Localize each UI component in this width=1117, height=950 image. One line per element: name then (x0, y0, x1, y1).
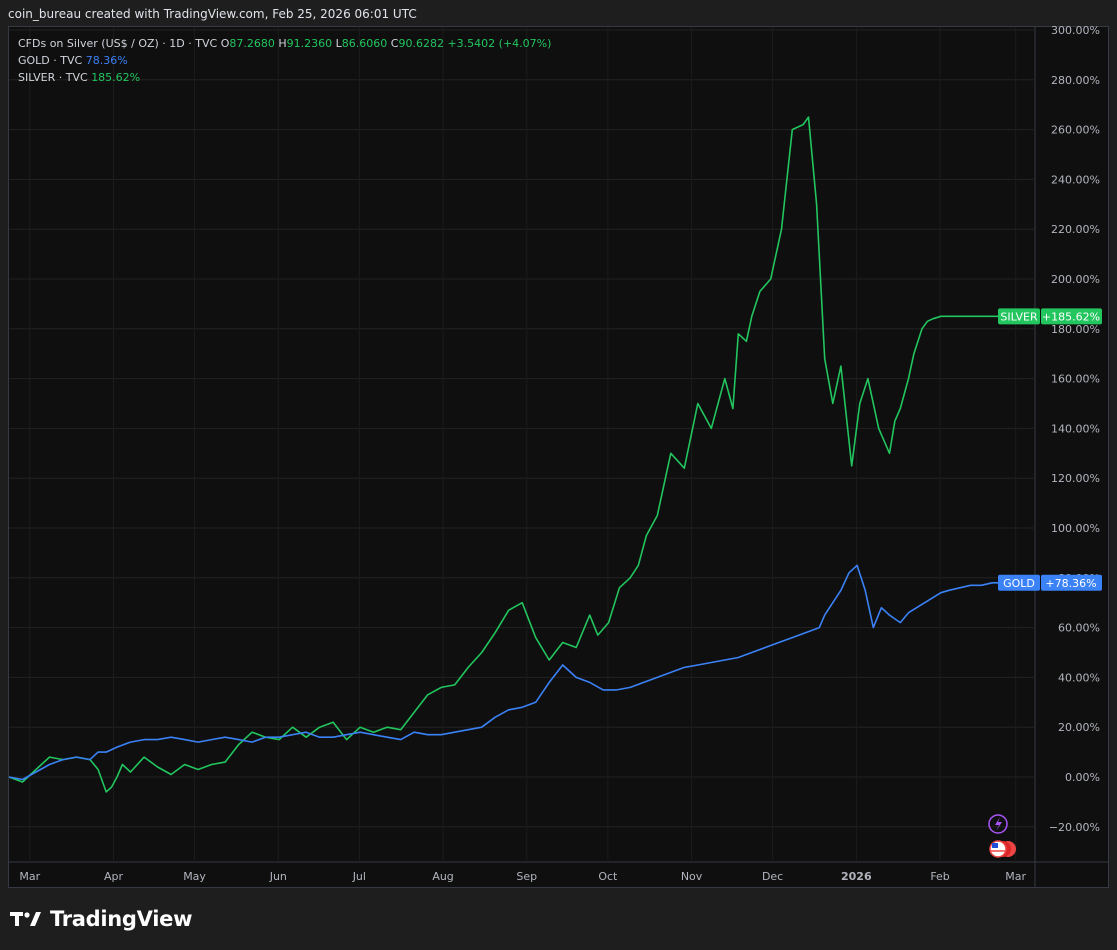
ohlc-open-label: O (220, 37, 230, 50)
x-tick-label: Feb (930, 870, 949, 883)
x-tick-label: Mar (1005, 870, 1026, 883)
silver-tag-label: SILVER (1000, 310, 1038, 323)
y-tick-label: 120.00% (1051, 472, 1100, 485)
legend-gold-label: GOLD · TVC (18, 54, 83, 67)
legend-gold[interactable]: GOLD · TVC 78.36% (18, 52, 551, 69)
x-tick-label: Sep (516, 870, 537, 883)
tradingview-brand[interactable]: TradingView (10, 907, 192, 931)
ohlc-low: 86.6060 (341, 37, 388, 50)
legend-symbol-text: CFDs on Silver (US$ / OZ) · 1D · TVC (18, 37, 218, 50)
legend-silver[interactable]: SILVER · TVC 185.62% (18, 69, 551, 86)
time-axis[interactable]: Mar Apr May Jun Jul Aug Sep Oct Nov Dec 2026 Feb Mar (19, 870, 1026, 883)
tradingview-logo-icon (10, 912, 41, 926)
alert-icon[interactable] (988, 814, 1008, 834)
legend-gold-value: 78.36% (85, 54, 128, 67)
y-tick-label: 40.00% (1058, 671, 1100, 684)
y-tick-label: −20.00% (1049, 821, 1100, 834)
y-tick-label: 160.00% (1051, 373, 1100, 386)
x-tick-label: Jun (269, 870, 287, 883)
chart-caption: coin_bureau created with TradingView.com… (8, 7, 417, 21)
y-tick-label: 300.00% (1051, 24, 1100, 37)
legend-silver-label: SILVER · TVC (18, 71, 88, 84)
price-axis[interactable]: −20.00%0.00%20.00%40.00%60.00%80.00%100.… (1049, 24, 1100, 834)
x-tick-label: Dec (762, 870, 783, 883)
ohlc-change: +3.5402 (+4.07%) (447, 37, 552, 50)
ohlc-high-label: H (278, 37, 287, 50)
tradingview-wordmark: TradingView (50, 907, 193, 931)
silver-series-line[interactable] (8, 116, 1022, 793)
y-tick-label: 220.00% (1051, 223, 1100, 236)
legend-silver-value: 185.62% (91, 71, 141, 84)
x-tick-label: Jul (352, 870, 366, 883)
x-tick-label: 2026 (841, 870, 872, 883)
grid-layer (9, 27, 1108, 888)
gold-series-line[interactable] (8, 564, 1022, 781)
y-tick-label: 0.00% (1065, 771, 1100, 784)
y-tick-label: 20.00% (1058, 721, 1100, 734)
y-tick-label: 240.00% (1051, 173, 1100, 186)
ohlc-low-label: L (335, 37, 342, 50)
y-tick-label: 140.00% (1051, 422, 1100, 435)
x-tick-label: Mar (19, 870, 40, 883)
gold-tag-value: +78.36% (1045, 577, 1096, 590)
ohlc-close-label: C (390, 37, 399, 50)
ohlc-open: 87.2680 (229, 37, 275, 50)
y-tick-label: 100.00% (1051, 522, 1100, 535)
y-tick-label: 60.00% (1058, 622, 1100, 635)
x-tick-label: May (183, 870, 206, 883)
x-tick-label: Apr (104, 870, 124, 883)
y-tick-label: 200.00% (1051, 273, 1100, 286)
us-flag-events-icon[interactable] (989, 840, 1016, 858)
x-tick-label: Oct (598, 870, 618, 883)
ohlc-close: 90.6282 (398, 37, 444, 50)
legend-main-symbol[interactable]: CFDs on Silver (US$ / OZ) · 1D · TVC O87… (18, 35, 551, 52)
chart-pane[interactable] (8, 26, 1109, 888)
series-layer (8, 116, 1022, 793)
y-tick-label: 280.00% (1051, 74, 1100, 87)
y-tick-label: 260.00% (1051, 124, 1100, 137)
last-value-tags: SILVER +185.62% GOLD +78.36% (998, 308, 1102, 591)
silver-tag-value: +185.62% (1042, 310, 1100, 323)
chart-legend: CFDs on Silver (US$ / OZ) · 1D · TVC O87… (18, 35, 551, 86)
x-tick-label: Nov (681, 870, 703, 883)
y-tick-label: 180.00% (1051, 323, 1100, 336)
silver-last-value-tag: SILVER +185.62% (998, 308, 1102, 325)
gold-tag-label: GOLD (1003, 577, 1035, 590)
ohlc-high: 91.2360 (286, 37, 333, 50)
gold-last-value-tag: GOLD +78.36% (998, 574, 1102, 591)
x-tick-label: Aug (432, 870, 453, 883)
